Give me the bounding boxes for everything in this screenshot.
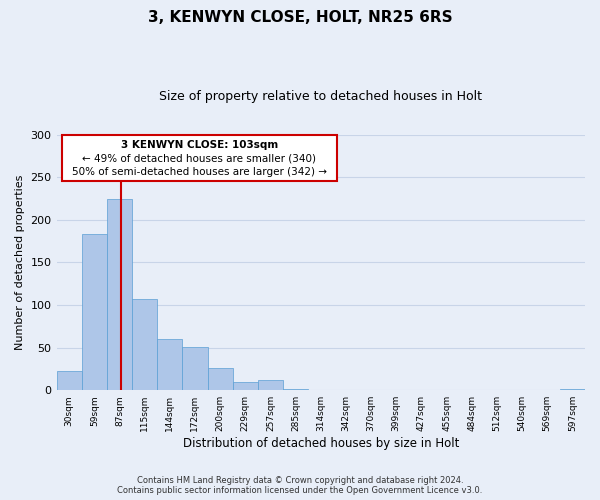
Bar bbox=[233, 382, 258, 390]
Text: 50% of semi-detached houses are larger (342) →: 50% of semi-detached houses are larger (… bbox=[72, 168, 327, 177]
Bar bbox=[258, 380, 283, 390]
Text: 3, KENWYN CLOSE, HOLT, NR25 6RS: 3, KENWYN CLOSE, HOLT, NR25 6RS bbox=[148, 10, 452, 25]
Text: ← 49% of detached houses are smaller (340): ← 49% of detached houses are smaller (34… bbox=[82, 154, 316, 164]
Bar bbox=[82, 234, 107, 390]
Bar bbox=[132, 299, 157, 390]
Bar bbox=[157, 339, 182, 390]
Bar bbox=[107, 198, 132, 390]
Y-axis label: Number of detached properties: Number of detached properties bbox=[15, 175, 25, 350]
Text: Contains HM Land Registry data © Crown copyright and database right 2024.
Contai: Contains HM Land Registry data © Crown c… bbox=[118, 476, 482, 495]
Bar bbox=[208, 368, 233, 390]
Bar bbox=[560, 388, 585, 390]
Bar bbox=[56, 372, 82, 390]
X-axis label: Distribution of detached houses by size in Holt: Distribution of detached houses by size … bbox=[182, 437, 459, 450]
FancyBboxPatch shape bbox=[62, 134, 337, 180]
Title: Size of property relative to detached houses in Holt: Size of property relative to detached ho… bbox=[159, 90, 482, 103]
Bar bbox=[182, 347, 208, 390]
Text: 3 KENWYN CLOSE: 103sqm: 3 KENWYN CLOSE: 103sqm bbox=[121, 140, 278, 150]
